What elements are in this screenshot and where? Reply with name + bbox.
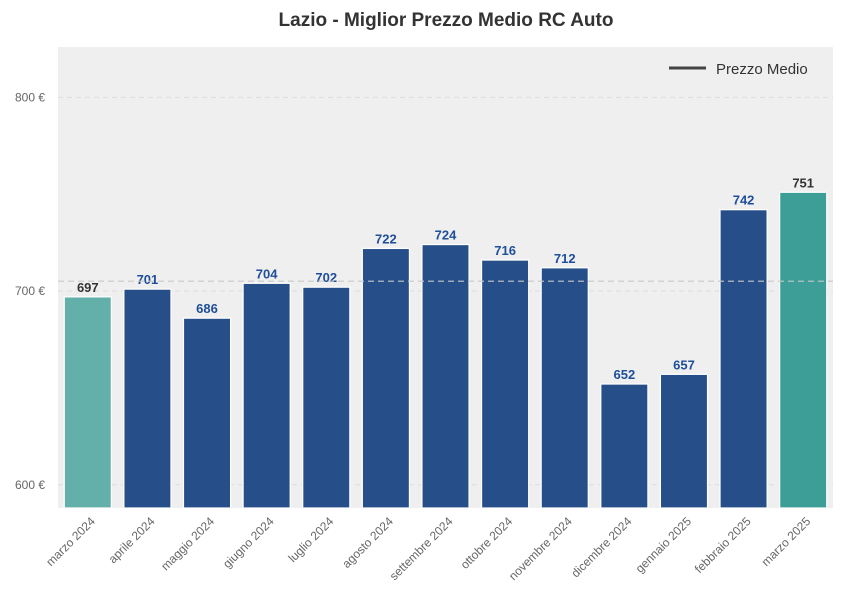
x-tick-label: gennaio 2025 — [633, 514, 695, 576]
y-tick-label: 800 € — [15, 90, 45, 104]
bar-value-label: 724 — [435, 228, 457, 243]
bar-value-label: 652 — [613, 367, 635, 382]
bar-value-label: 704 — [256, 266, 278, 281]
x-tick-label: ottobre 2024 — [458, 514, 516, 572]
y-tick-label: 600 € — [15, 478, 45, 492]
bar — [302, 286, 351, 509]
x-tick-label: aprile 2024 — [106, 514, 158, 566]
bar — [63, 296, 112, 509]
x-tick-label: luglio 2024 — [285, 514, 336, 565]
x-tick-label: marzo 2024 — [43, 514, 98, 569]
x-tick-label: settembre 2024 — [387, 514, 456, 583]
bar-value-label: 716 — [494, 243, 516, 258]
x-tick-label: febbraio 2025 — [692, 514, 754, 576]
bar-value-label: 722 — [375, 231, 397, 246]
chart-title: Lazio - Miglior Prezzo Medio RC Auto — [279, 10, 614, 31]
legend: Prezzo Medio — [669, 61, 808, 78]
bar — [361, 247, 411, 509]
bar — [182, 317, 232, 509]
bar-value-label: 712 — [554, 251, 576, 266]
bar-value-label: 686 — [196, 301, 218, 316]
x-tick-label: giugno 2024 — [220, 514, 277, 571]
bar-value-label: 701 — [137, 272, 159, 287]
bar — [779, 191, 828, 509]
y-tick-label: 700 € — [15, 284, 45, 298]
bar — [600, 383, 649, 509]
legend-label: Prezzo Medio — [716, 61, 808, 78]
bar — [421, 243, 470, 509]
x-tick-label: novembre 2024 — [506, 514, 575, 583]
x-tick-label: agosto 2024 — [339, 514, 396, 571]
bar-value-label: 742 — [733, 193, 755, 208]
bar — [123, 288, 172, 509]
x-tick-label: maggio 2024 — [158, 514, 217, 573]
x-tick-label: marzo 2025 — [759, 514, 814, 569]
bar-value-label: 657 — [673, 357, 695, 372]
bar-value-label: 702 — [315, 270, 337, 285]
bar — [719, 209, 768, 509]
bar — [540, 267, 589, 509]
bar — [480, 259, 530, 509]
bar-value-label: 697 — [77, 280, 99, 295]
bar-value-label: 751 — [792, 175, 814, 190]
bar — [242, 282, 291, 509]
bar — [659, 373, 709, 509]
x-tick-label: dicembre 2024 — [568, 514, 634, 580]
